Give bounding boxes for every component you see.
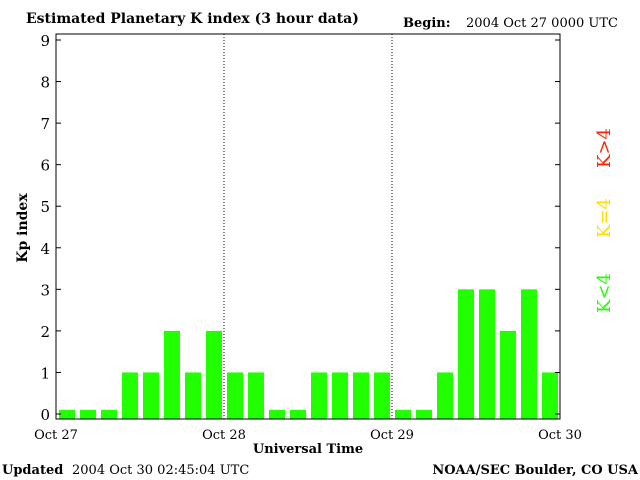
y-tick-label: 4: [40, 240, 50, 258]
y-tick-label: 5: [40, 198, 50, 216]
bar-20: [479, 289, 495, 419]
bar-18: [437, 372, 453, 419]
x-axis-label: Universal Time: [253, 442, 363, 457]
y-tick-label: 9: [40, 32, 50, 50]
y-axis-label: Kp index: [15, 193, 31, 263]
y-tick-label: 6: [40, 157, 50, 175]
bar-0: [59, 409, 75, 419]
bar-15: [374, 372, 390, 419]
legend-k-less-4: K<4: [594, 273, 615, 313]
bar-8: [227, 372, 243, 419]
bar-7: [206, 330, 222, 419]
bar-10: [269, 409, 285, 419]
bar-16: [395, 409, 411, 419]
bar-12: [311, 372, 327, 419]
x-tick-label: Oct 30: [538, 428, 582, 443]
updated-value: 2004 Oct 30 02:45:04 UTC: [72, 463, 249, 478]
updated-label: Updated: [2, 463, 63, 478]
plot-frame: [55, 33, 561, 420]
bar-4: [143, 372, 159, 419]
y-tick-label: 7: [40, 115, 50, 133]
bar-6: [185, 372, 201, 419]
bar-9: [248, 372, 264, 419]
bar-3: [122, 372, 138, 419]
x-tick-label: Oct 29: [370, 428, 414, 443]
y-tick-label: 2: [40, 323, 50, 341]
y-tick-label: 8: [40, 74, 50, 92]
bar-1: [80, 409, 96, 419]
x-tick-label: Oct 28: [202, 428, 246, 443]
bar-13: [332, 372, 348, 419]
bar-21: [500, 330, 516, 419]
begin-value: 2004 Oct 27 0000 UTC: [466, 16, 618, 31]
begin-label: Begin:: [403, 16, 451, 31]
bar-14: [353, 372, 369, 419]
y-tick-label: 0: [40, 406, 50, 424]
bar-19: [458, 289, 474, 419]
y-tick-label: 1: [40, 364, 50, 382]
chart-title: Estimated Planetary K index (3 hour data…: [26, 11, 359, 27]
bar-23: [542, 372, 558, 419]
credit: NOAA/SEC Boulder, CO USA: [432, 463, 639, 478]
bar-22: [521, 289, 537, 419]
bar-11: [290, 409, 306, 419]
legend-k-greater-4: K>4: [594, 128, 615, 168]
bar-17: [416, 409, 432, 419]
y-tick-label: 3: [40, 281, 50, 299]
legend-k-equal-4: K=4: [594, 198, 615, 238]
x-tick-label: Oct 27: [34, 428, 78, 443]
bar-5: [164, 330, 180, 419]
bar-2: [101, 409, 117, 419]
